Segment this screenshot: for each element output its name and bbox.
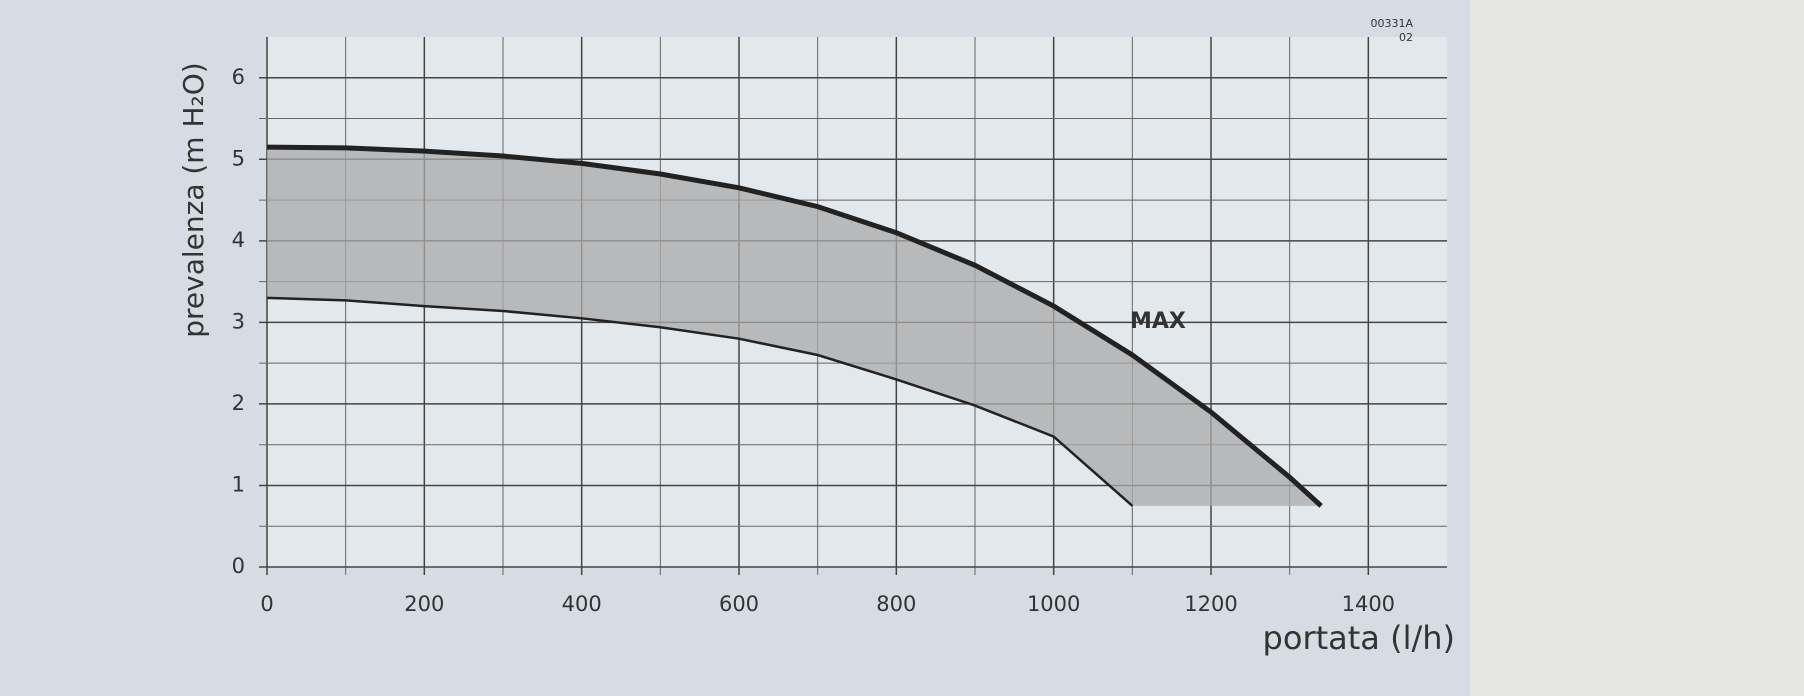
paper-edge: [1470, 0, 1804, 696]
range-band: [267, 147, 1322, 506]
x-tick-label: 0: [260, 592, 273, 616]
x-tick-label: 600: [719, 592, 759, 616]
x-axis-label: portata (l/h): [1263, 619, 1455, 657]
x-tick-label: 400: [562, 592, 602, 616]
y-tick-label: 3: [232, 309, 245, 333]
x-tick-label: 1200: [1184, 592, 1237, 616]
x-tick-label: 1000: [1027, 592, 1080, 616]
x-tick-label: 800: [876, 592, 916, 616]
x-tick-label: 1400: [1342, 592, 1395, 616]
curve: [266, 144, 1323, 508]
y-axis-label: prevalenza (m H₂O): [177, 62, 210, 337]
annotation: 00331A: [1370, 17, 1413, 30]
y-tick-label: 1: [232, 472, 245, 496]
y-tick-label: 0: [232, 554, 245, 578]
y-tick-label: 2: [232, 391, 245, 415]
y-tick-label: 6: [232, 65, 245, 89]
annotation: 02: [1399, 31, 1413, 44]
annotation: MAX: [1130, 309, 1186, 334]
y-tick-label: 4: [232, 228, 245, 252]
x-tick-label: 200: [404, 592, 444, 616]
y-tick-label: 5: [232, 146, 245, 170]
curve: [266, 296, 1134, 507]
